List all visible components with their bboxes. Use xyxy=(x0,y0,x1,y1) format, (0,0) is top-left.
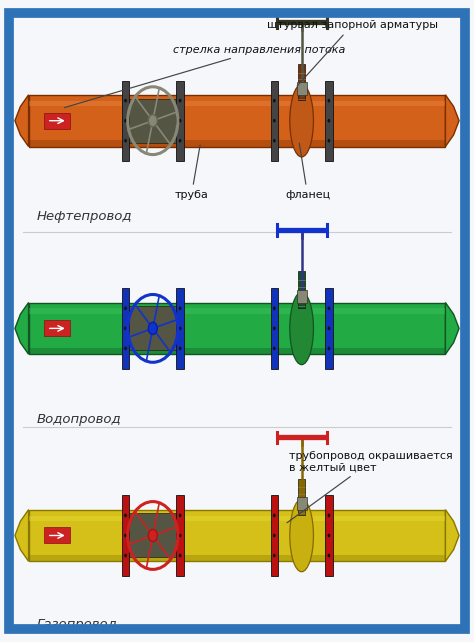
Bar xyxy=(297,82,307,95)
Polygon shape xyxy=(446,510,459,561)
Circle shape xyxy=(148,322,157,334)
Circle shape xyxy=(273,347,276,351)
Bar xyxy=(176,288,184,369)
Text: Нефтепровод: Нефтепровод xyxy=(37,210,132,223)
Bar xyxy=(325,81,333,160)
Ellipse shape xyxy=(290,292,313,365)
Bar xyxy=(28,555,446,561)
Text: трубопровод окрашивается
в желтый цвет: трубопровод окрашивается в желтый цвет xyxy=(287,451,453,523)
Circle shape xyxy=(328,119,330,123)
Circle shape xyxy=(124,99,127,103)
Bar xyxy=(28,95,446,146)
Circle shape xyxy=(124,347,127,351)
Bar xyxy=(28,140,446,146)
Circle shape xyxy=(179,347,182,351)
Bar xyxy=(44,320,70,336)
Circle shape xyxy=(124,327,127,330)
Bar xyxy=(127,99,179,143)
Circle shape xyxy=(124,306,127,310)
Circle shape xyxy=(328,347,330,351)
Circle shape xyxy=(148,530,157,542)
Polygon shape xyxy=(446,95,459,146)
Text: труба: труба xyxy=(174,145,209,200)
Bar xyxy=(325,288,333,369)
Circle shape xyxy=(148,114,157,127)
Text: стрелка направления потока: стрелка направления потока xyxy=(64,45,346,108)
Text: Водопровод: Водопровод xyxy=(37,413,121,426)
Circle shape xyxy=(124,534,127,537)
Circle shape xyxy=(179,306,182,310)
Polygon shape xyxy=(15,302,28,354)
Circle shape xyxy=(179,99,182,103)
Bar xyxy=(28,348,446,354)
Bar xyxy=(325,496,333,576)
Bar xyxy=(122,496,129,576)
Circle shape xyxy=(273,327,276,330)
Bar xyxy=(127,306,179,351)
Text: штурвал запорной арматуры: штурвал запорной арматуры xyxy=(266,21,438,86)
Bar xyxy=(298,64,305,100)
Circle shape xyxy=(273,99,276,103)
Bar xyxy=(28,510,446,561)
Circle shape xyxy=(273,306,276,310)
Circle shape xyxy=(328,514,330,517)
Bar xyxy=(122,81,129,160)
Bar xyxy=(127,514,179,557)
Circle shape xyxy=(273,139,276,143)
Bar xyxy=(122,288,129,369)
Circle shape xyxy=(328,534,330,537)
Bar xyxy=(297,497,307,510)
Circle shape xyxy=(273,119,276,123)
Polygon shape xyxy=(15,510,28,561)
Circle shape xyxy=(179,553,182,557)
Bar xyxy=(176,496,184,576)
Bar xyxy=(271,288,278,369)
Circle shape xyxy=(124,514,127,517)
Circle shape xyxy=(179,119,182,123)
Circle shape xyxy=(179,514,182,517)
Bar xyxy=(271,496,278,576)
Polygon shape xyxy=(446,302,459,354)
Circle shape xyxy=(124,553,127,557)
Bar xyxy=(298,478,305,515)
Circle shape xyxy=(328,306,330,310)
Circle shape xyxy=(273,553,276,557)
Polygon shape xyxy=(15,95,28,146)
Circle shape xyxy=(328,139,330,143)
Bar xyxy=(28,302,446,354)
Bar xyxy=(176,81,184,160)
Circle shape xyxy=(124,139,127,143)
Bar xyxy=(297,290,307,302)
Ellipse shape xyxy=(290,499,313,572)
Bar xyxy=(44,528,70,544)
Circle shape xyxy=(179,139,182,143)
Ellipse shape xyxy=(290,85,313,157)
Circle shape xyxy=(179,327,182,330)
Text: фланец: фланец xyxy=(285,143,330,200)
Circle shape xyxy=(179,534,182,537)
Circle shape xyxy=(273,514,276,517)
Circle shape xyxy=(273,534,276,537)
Circle shape xyxy=(328,553,330,557)
Bar xyxy=(28,308,446,314)
Bar xyxy=(44,113,70,128)
Bar xyxy=(28,516,446,521)
Circle shape xyxy=(124,119,127,123)
Circle shape xyxy=(328,99,330,103)
Text: Газопровод: Газопровод xyxy=(37,618,118,631)
Bar xyxy=(28,101,446,107)
Bar xyxy=(298,272,305,308)
Circle shape xyxy=(328,327,330,330)
Bar xyxy=(271,81,278,160)
